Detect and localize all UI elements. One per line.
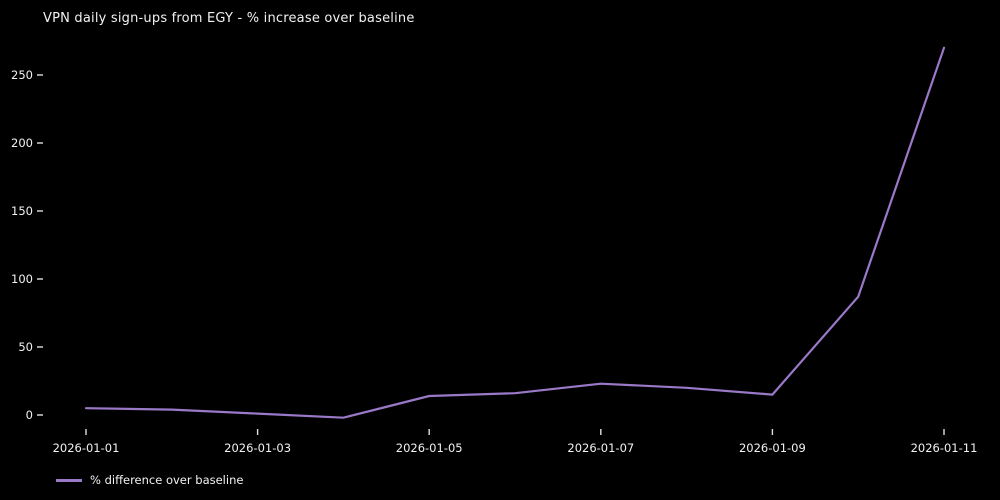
x-tick-label: 2026-01-09 xyxy=(739,441,806,455)
y-axis-ticks: 0 50 100 150 200 250 xyxy=(11,68,43,422)
x-tick-label: 2026-01-05 xyxy=(396,441,463,455)
y-tick-label: 0 xyxy=(26,408,33,422)
legend: % difference over baseline xyxy=(56,473,243,487)
y-tick-label: 200 xyxy=(11,136,33,150)
chart-title: VPN daily sign-ups from EGY - % increase… xyxy=(43,11,415,26)
y-tick-label: 250 xyxy=(11,68,33,82)
y-tick-label: 50 xyxy=(18,340,33,354)
legend-line-swatch-icon xyxy=(56,478,82,482)
series-line xyxy=(84,46,946,419)
x-tick-label: 2026-01-03 xyxy=(224,441,291,455)
x-tick-label: 2026-01-07 xyxy=(567,441,634,455)
x-tick-label: 2026-01-11 xyxy=(911,441,978,455)
legend-label: % difference over baseline xyxy=(90,473,244,487)
y-tick-label: 150 xyxy=(11,204,33,218)
x-tick-label: 2026-01-01 xyxy=(53,441,120,455)
x-axis-ticks: 2026-01-01 2026-01-03 2026-01-05 2026-01-07… xyxy=(53,429,978,455)
y-tick-label: 100 xyxy=(11,272,33,286)
